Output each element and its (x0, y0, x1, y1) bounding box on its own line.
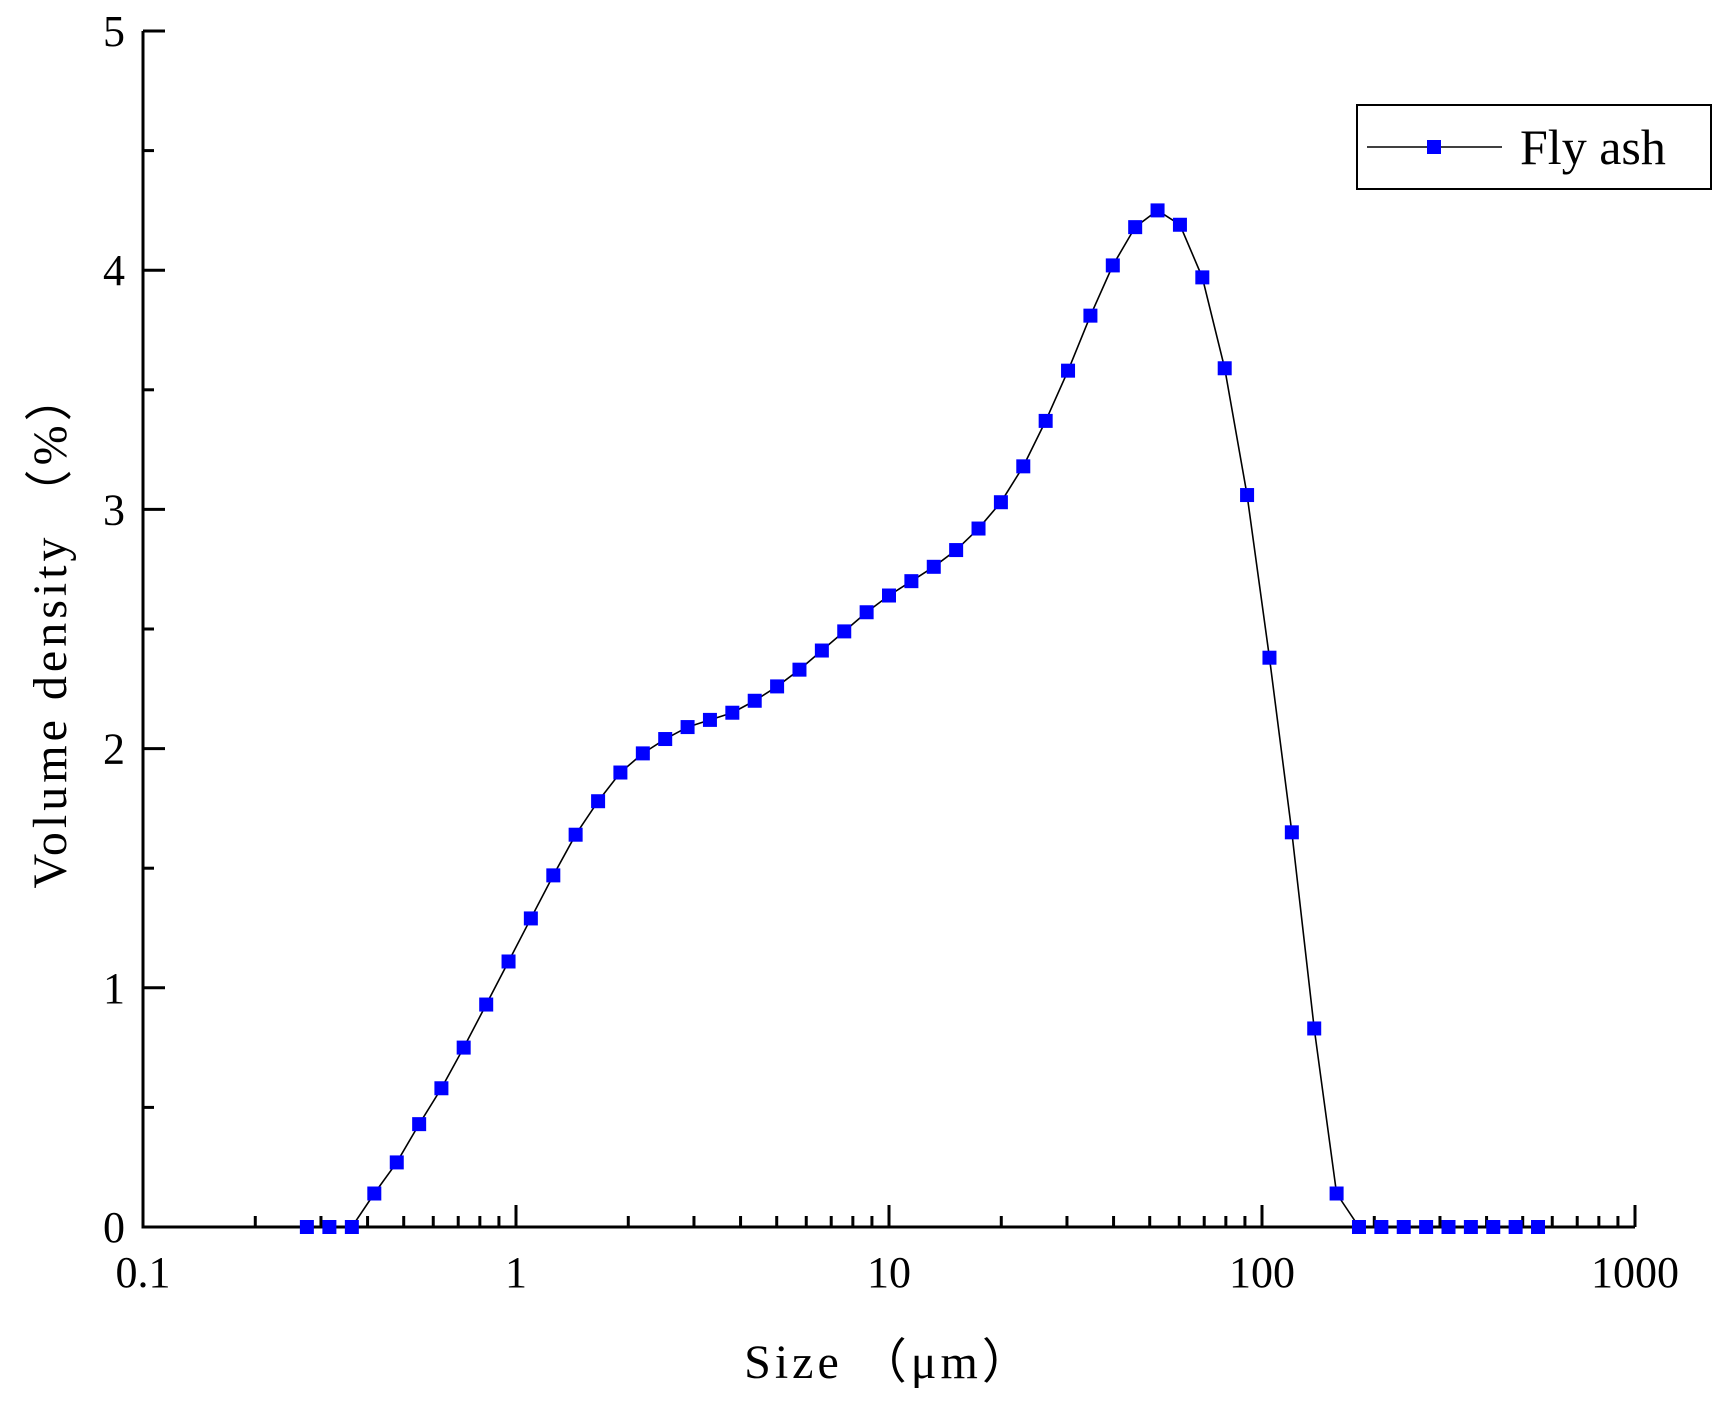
data-point (322, 1220, 337, 1234)
data-point (904, 574, 919, 589)
data-point (680, 720, 695, 735)
data-point (635, 746, 650, 761)
data-point (367, 1186, 382, 1201)
x-tick-label: 0.1 (116, 1248, 171, 1297)
data-point (1083, 308, 1098, 323)
data-point (882, 588, 896, 603)
data-point (1105, 258, 1120, 273)
data-point (523, 911, 538, 926)
data-point (1128, 220, 1143, 235)
data-point (1441, 1220, 1456, 1234)
y-tick-label: 0 (103, 1203, 125, 1252)
data-point (1284, 825, 1299, 840)
y-tick-label: 1 (103, 964, 125, 1013)
data-point (1262, 650, 1277, 665)
data-point (1172, 217, 1187, 232)
y-tick-label: 5 (103, 7, 125, 56)
data-point (814, 643, 829, 658)
data-point (1038, 413, 1053, 428)
data-point (1329, 1186, 1344, 1201)
data-point (479, 997, 494, 1012)
data-point (456, 1040, 471, 1055)
data-point (434, 1081, 449, 1096)
data-point (299, 1220, 314, 1234)
data-point (1240, 488, 1255, 503)
data-point (837, 624, 852, 639)
x-axis-label: Size （μm） (744, 1336, 1034, 1389)
data-point (1374, 1220, 1389, 1234)
x-tick-label: 100 (1229, 1248, 1295, 1297)
x-tick-label: 10 (867, 1248, 911, 1297)
data-point (1531, 1220, 1546, 1234)
data-point (501, 954, 516, 969)
data-point (1508, 1220, 1523, 1234)
data-point (702, 712, 717, 727)
data-point (1351, 1220, 1366, 1234)
data-point (770, 679, 785, 694)
x-tick-label: 1000 (1591, 1248, 1679, 1297)
y-tick-label: 2 (103, 725, 125, 774)
data-point (546, 868, 561, 883)
data-point (344, 1220, 359, 1234)
legend-marker (1427, 140, 1441, 154)
y-tick-label: 4 (103, 246, 125, 295)
series-line (306, 209, 1539, 1228)
data-point (725, 705, 740, 720)
data-point (1307, 1021, 1322, 1036)
data-point (613, 765, 628, 780)
data-point (658, 732, 673, 747)
data-point (1396, 1220, 1411, 1234)
y-tick-label: 3 (103, 485, 125, 534)
data-point (949, 543, 964, 558)
data-point (859, 605, 874, 620)
data-point (1419, 1220, 1434, 1234)
data-point (1463, 1220, 1478, 1234)
data-point (591, 794, 606, 809)
data-point (971, 521, 986, 536)
data-point (993, 495, 1008, 510)
data-point (1061, 363, 1076, 378)
data-point (412, 1117, 427, 1132)
data-point (1217, 361, 1232, 376)
x-tick-label: 1 (505, 1248, 527, 1297)
data-point (926, 559, 941, 574)
y-axis-label: Volume density （%） (24, 369, 77, 888)
data-point (1150, 203, 1165, 218)
data-point (1016, 459, 1031, 474)
data-point (747, 693, 762, 708)
data-point (568, 827, 583, 842)
legend-label: Fly ash (1520, 119, 1666, 175)
data-point (389, 1155, 404, 1170)
data-point (792, 662, 807, 677)
data-point (1486, 1220, 1501, 1234)
data-point (1195, 270, 1210, 285)
